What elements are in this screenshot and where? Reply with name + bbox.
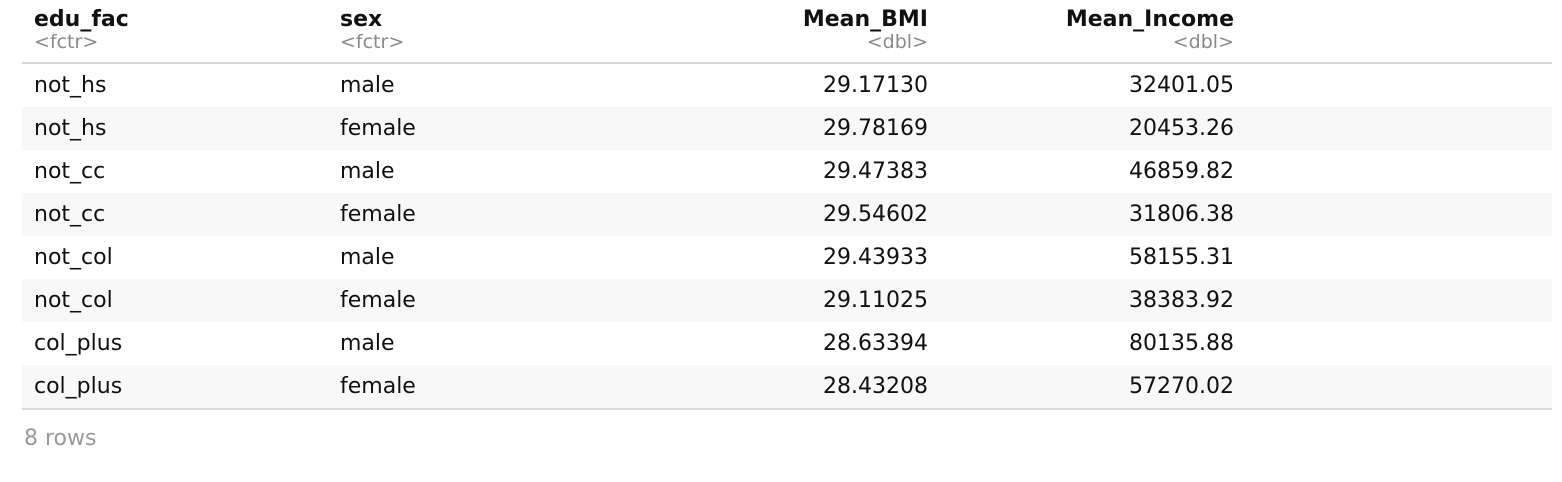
data-table: edu_fac <fctr> sex <fctr> Mean_BMI <dbl>… xyxy=(22,0,1552,410)
table-row: not_hs male 29.17130 32401.05 xyxy=(22,63,1552,107)
cell-edu-fac: not_cc xyxy=(22,193,328,236)
header-row: edu_fac <fctr> sex <fctr> Mean_BMI <dbl>… xyxy=(22,0,1552,64)
cell-sex: male xyxy=(328,150,634,193)
cell-spacer xyxy=(1246,107,1552,150)
column-type: <dbl> xyxy=(1172,31,1234,53)
cell-mean-bmi: 29.43933 xyxy=(634,236,940,279)
cell-sex: female xyxy=(328,365,634,410)
cell-mean-bmi: 29.11025 xyxy=(634,279,940,322)
column-type: <fctr> xyxy=(340,31,405,53)
cell-edu-fac: not_hs xyxy=(22,107,328,150)
cell-sex: female xyxy=(328,107,634,150)
table-row: not_col female 29.11025 38383.92 xyxy=(22,279,1552,322)
column-name: Mean_BMI xyxy=(802,7,928,32)
cell-spacer xyxy=(1246,365,1552,410)
cell-mean-income: 31806.38 xyxy=(940,193,1246,236)
cell-mean-income: 20453.26 xyxy=(940,107,1246,150)
column-header-edu-fac[interactable]: edu_fac <fctr> xyxy=(22,0,328,64)
cell-mean-bmi: 28.63394 xyxy=(634,322,940,365)
cell-sex: female xyxy=(328,193,634,236)
column-header-spacer xyxy=(1246,0,1552,64)
cell-sex: male xyxy=(328,236,634,279)
column-header-mean-bmi[interactable]: Mean_BMI <dbl> xyxy=(634,0,940,64)
column-name: Mean_Income xyxy=(1065,7,1234,32)
cell-sex: male xyxy=(328,63,634,107)
cell-spacer xyxy=(1246,322,1552,365)
cell-mean-income: 32401.05 xyxy=(940,63,1246,107)
cell-mean-income: 80135.88 xyxy=(940,322,1246,365)
cell-edu-fac: not_cc xyxy=(22,150,328,193)
cell-spacer xyxy=(1246,236,1552,279)
table-row: col_plus female 28.43208 57270.02 xyxy=(22,365,1552,410)
column-name: edu_fac xyxy=(34,7,129,32)
cell-mean-bmi: 28.43208 xyxy=(634,365,940,410)
cell-mean-bmi: 29.17130 xyxy=(634,63,940,107)
column-type: <dbl> xyxy=(866,31,928,53)
cell-edu-fac: not_col xyxy=(22,236,328,279)
cell-spacer xyxy=(1246,193,1552,236)
table-row: not_cc male 29.47383 46859.82 xyxy=(22,150,1552,193)
cell-mean-bmi: 29.47383 xyxy=(634,150,940,193)
column-header-sex[interactable]: sex <fctr> xyxy=(328,0,634,64)
cell-mean-income: 46859.82 xyxy=(940,150,1246,193)
data-frame-viewer: edu_fac <fctr> sex <fctr> Mean_BMI <dbl>… xyxy=(22,0,1552,410)
cell-mean-bmi: 29.54602 xyxy=(634,193,940,236)
table-row: col_plus male 28.63394 80135.88 xyxy=(22,322,1552,365)
cell-sex: male xyxy=(328,322,634,365)
cell-spacer xyxy=(1246,279,1552,322)
table-row: not_hs female 29.78169 20453.26 xyxy=(22,107,1552,150)
cell-sex: female xyxy=(328,279,634,322)
table-row: not_col male 29.43933 58155.31 xyxy=(22,236,1552,279)
column-name: sex xyxy=(340,7,383,32)
cell-spacer xyxy=(1246,150,1552,193)
column-header-mean-income[interactable]: Mean_Income <dbl> xyxy=(940,0,1246,64)
cell-mean-income: 58155.31 xyxy=(940,236,1246,279)
cell-edu-fac: col_plus xyxy=(22,322,328,365)
cell-mean-income: 57270.02 xyxy=(940,365,1246,410)
row-count-label: 8 rows xyxy=(24,426,97,451)
cell-edu-fac: not_hs xyxy=(22,63,328,107)
table-row: not_cc female 29.54602 31806.38 xyxy=(22,193,1552,236)
column-type: <fctr> xyxy=(34,31,99,53)
cell-edu-fac: not_col xyxy=(22,279,328,322)
cell-mean-bmi: 29.78169 xyxy=(634,107,940,150)
cell-mean-income: 38383.92 xyxy=(940,279,1246,322)
cell-spacer xyxy=(1246,63,1552,107)
cell-edu-fac: col_plus xyxy=(22,365,328,410)
